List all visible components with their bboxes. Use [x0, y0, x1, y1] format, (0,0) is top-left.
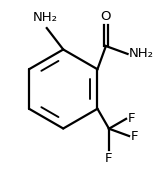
- Text: O: O: [101, 10, 111, 23]
- Text: NH₂: NH₂: [129, 47, 154, 60]
- Text: F: F: [131, 130, 138, 143]
- Text: F: F: [105, 152, 113, 165]
- Text: NH₂: NH₂: [33, 11, 58, 24]
- Text: F: F: [128, 112, 135, 125]
